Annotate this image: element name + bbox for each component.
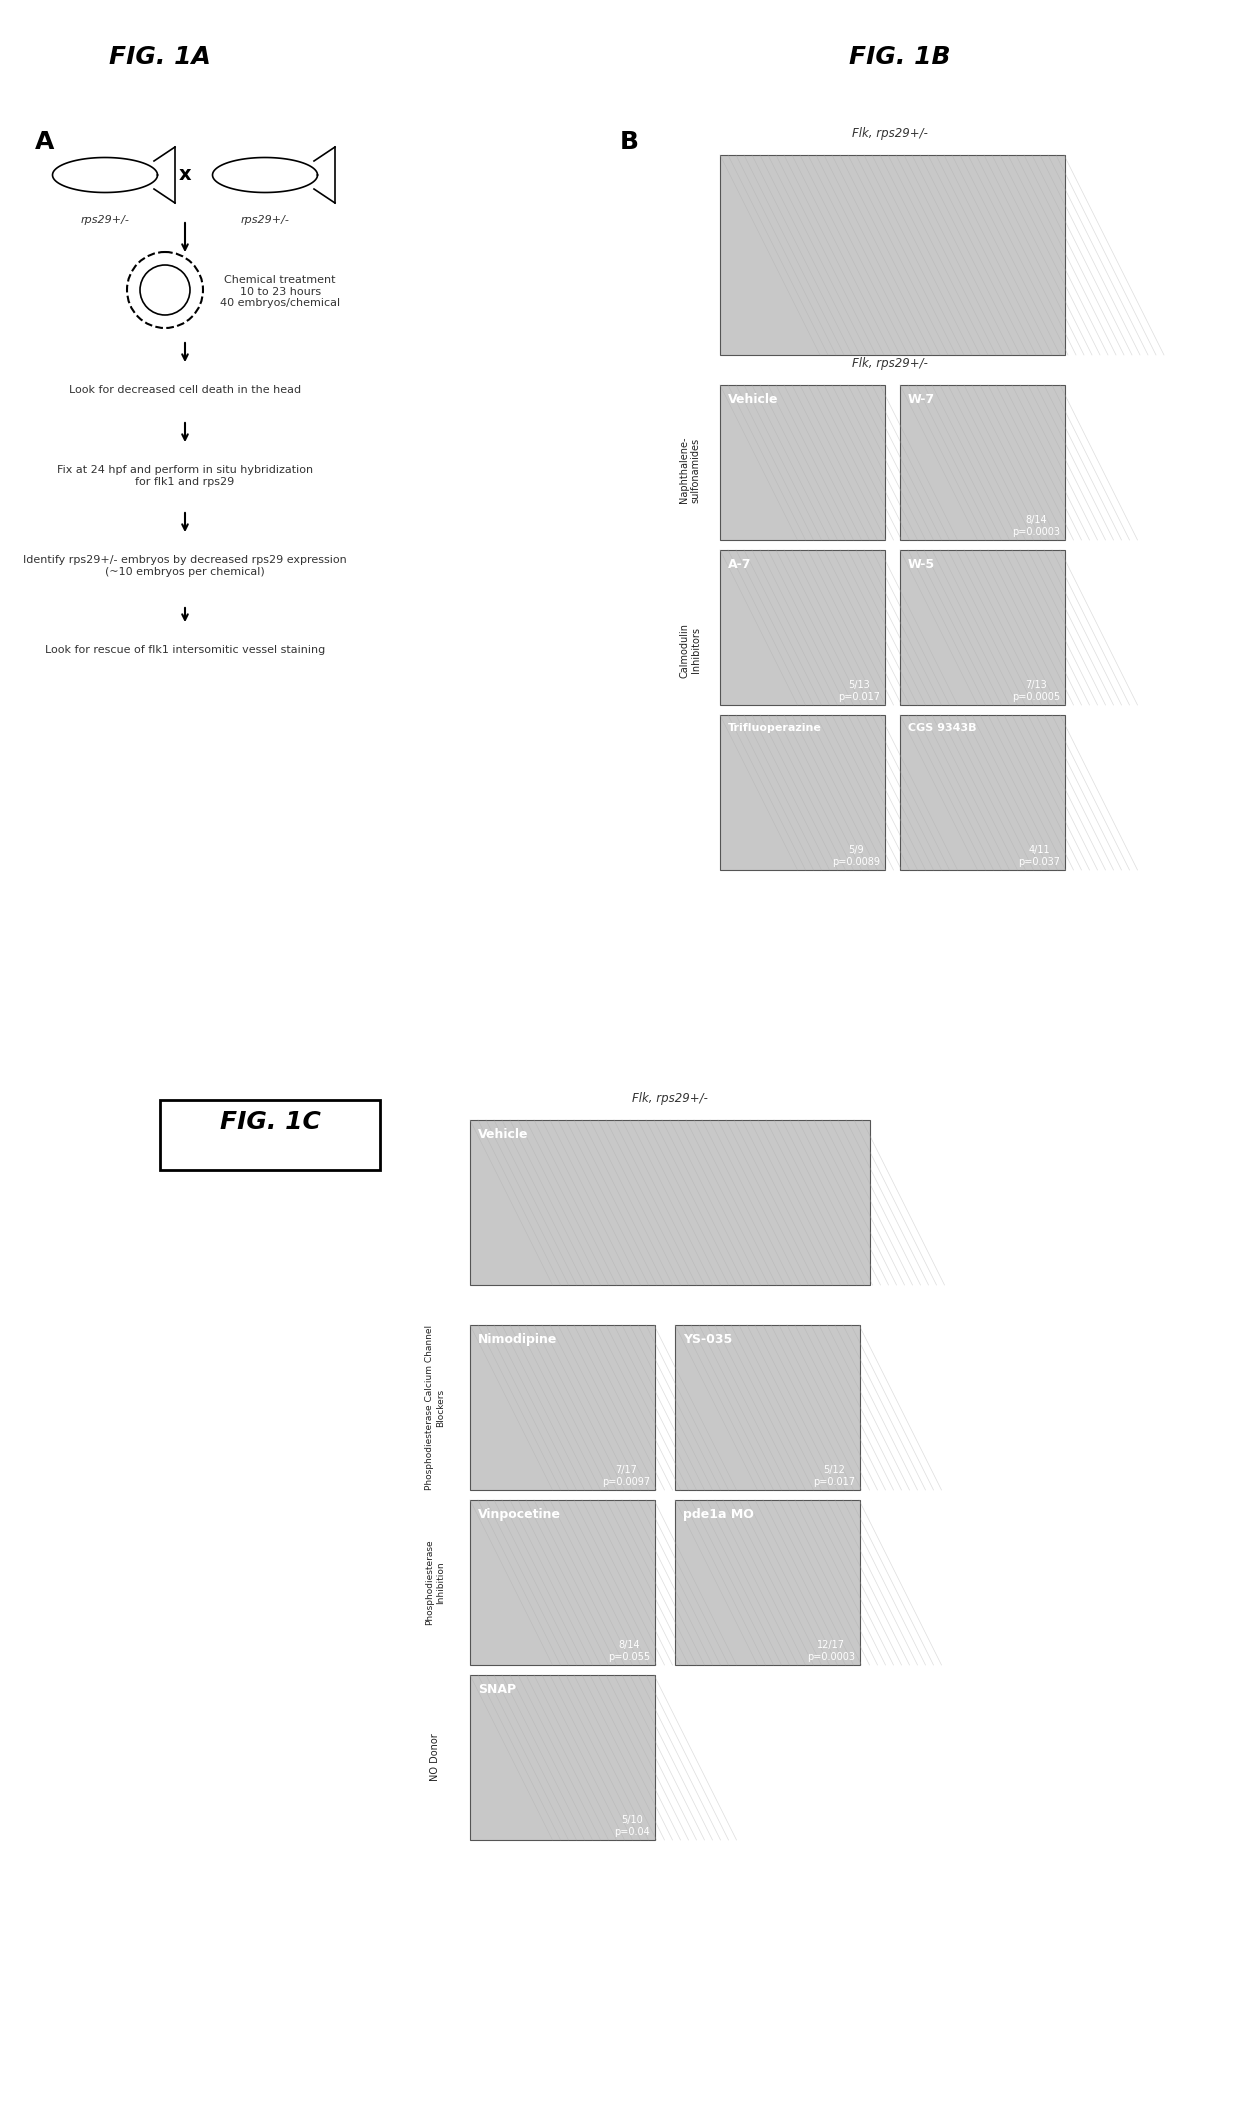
Text: FIG. 1B: FIG. 1B xyxy=(849,45,951,70)
Text: Identify rps29+/- embryos by decreased rps29 expression
(~10 embryos per chemica: Identify rps29+/- embryos by decreased r… xyxy=(24,555,347,577)
Text: 5/10
p=0.04: 5/10 p=0.04 xyxy=(614,1815,650,1838)
Text: Chemical treatment
10 to 23 hours
40 embryos/chemical: Chemical treatment 10 to 23 hours 40 emb… xyxy=(219,276,340,307)
Text: 5/12
p=0.017: 5/12 p=0.017 xyxy=(813,1465,856,1486)
Bar xyxy=(900,714,1065,869)
Bar xyxy=(900,549,1065,706)
Text: SNAP: SNAP xyxy=(477,1683,516,1696)
Bar xyxy=(470,1501,655,1664)
Text: NO Donor: NO Donor xyxy=(430,1734,440,1781)
Text: Phosphodiesterase
Inhibition: Phosphodiesterase Inhibition xyxy=(425,1539,445,1626)
Text: rps29+/-: rps29+/- xyxy=(81,214,129,225)
Bar xyxy=(720,386,885,541)
Text: Look for rescue of flk1 intersomitic vessel staining: Look for rescue of flk1 intersomitic ves… xyxy=(45,644,325,655)
Text: 7/17
p=0.0097: 7/17 p=0.0097 xyxy=(601,1465,650,1486)
Text: W-7: W-7 xyxy=(908,392,935,407)
Text: 12/17
p=0.0003: 12/17 p=0.0003 xyxy=(807,1641,856,1662)
Text: Vehicle: Vehicle xyxy=(728,392,779,407)
Text: Flk, rps29+/-: Flk, rps29+/- xyxy=(852,356,928,371)
Text: 8/14
p=0.0003: 8/14 p=0.0003 xyxy=(1012,515,1060,536)
Bar xyxy=(720,155,1065,354)
Text: Look for decreased cell death in the head: Look for decreased cell death in the hea… xyxy=(69,386,301,394)
Text: 7/13
p=0.0005: 7/13 p=0.0005 xyxy=(1012,681,1060,702)
Text: CGS 9343B: CGS 9343B xyxy=(908,723,977,734)
Text: 5/13
p=0.017: 5/13 p=0.017 xyxy=(838,681,880,702)
Bar xyxy=(470,1675,655,1840)
Text: FIG. 1A: FIG. 1A xyxy=(109,45,211,70)
Bar xyxy=(720,714,885,869)
Bar xyxy=(470,1119,870,1285)
Text: Vehicle: Vehicle xyxy=(477,1128,528,1141)
Text: pde1a MO: pde1a MO xyxy=(683,1507,754,1520)
Text: FIG. 1C: FIG. 1C xyxy=(219,1111,320,1134)
Text: B: B xyxy=(620,129,639,155)
Text: A-7: A-7 xyxy=(728,558,751,570)
Text: x: x xyxy=(179,165,191,184)
Text: 8/14
p=0.055: 8/14 p=0.055 xyxy=(608,1641,650,1662)
Text: 5/9
p=0.0089: 5/9 p=0.0089 xyxy=(832,846,880,867)
Text: Trifluoperazine: Trifluoperazine xyxy=(728,723,822,734)
Text: 4/11
p=0.037: 4/11 p=0.037 xyxy=(1018,846,1060,867)
Bar xyxy=(675,1325,861,1490)
Text: Flk, rps29+/-: Flk, rps29+/- xyxy=(852,127,928,140)
Text: Calmodulin
Inhibitors: Calmodulin Inhibitors xyxy=(680,623,701,678)
Text: Naphthalene-
sulfonamides: Naphthalene- sulfonamides xyxy=(680,437,701,502)
Bar xyxy=(675,1501,861,1664)
Bar xyxy=(470,1325,655,1490)
Bar xyxy=(720,549,885,706)
Text: A: A xyxy=(35,129,55,155)
Text: W-5: W-5 xyxy=(908,558,935,570)
Text: Phosphodiesterase Calcium Channel
Blockers: Phosphodiesterase Calcium Channel Blocke… xyxy=(425,1325,445,1490)
Text: Flk, rps29+/-: Flk, rps29+/- xyxy=(632,1092,708,1105)
Bar xyxy=(900,386,1065,541)
Text: YS-035: YS-035 xyxy=(683,1333,733,1346)
Text: Nimodipine: Nimodipine xyxy=(477,1333,557,1346)
Text: Vinpocetine: Vinpocetine xyxy=(477,1507,560,1520)
Text: rps29+/-: rps29+/- xyxy=(241,214,289,225)
Bar xyxy=(160,1100,379,1170)
Text: Fix at 24 hpf and perform in situ hybridization
for flk1 and rps29: Fix at 24 hpf and perform in situ hybrid… xyxy=(57,464,312,488)
